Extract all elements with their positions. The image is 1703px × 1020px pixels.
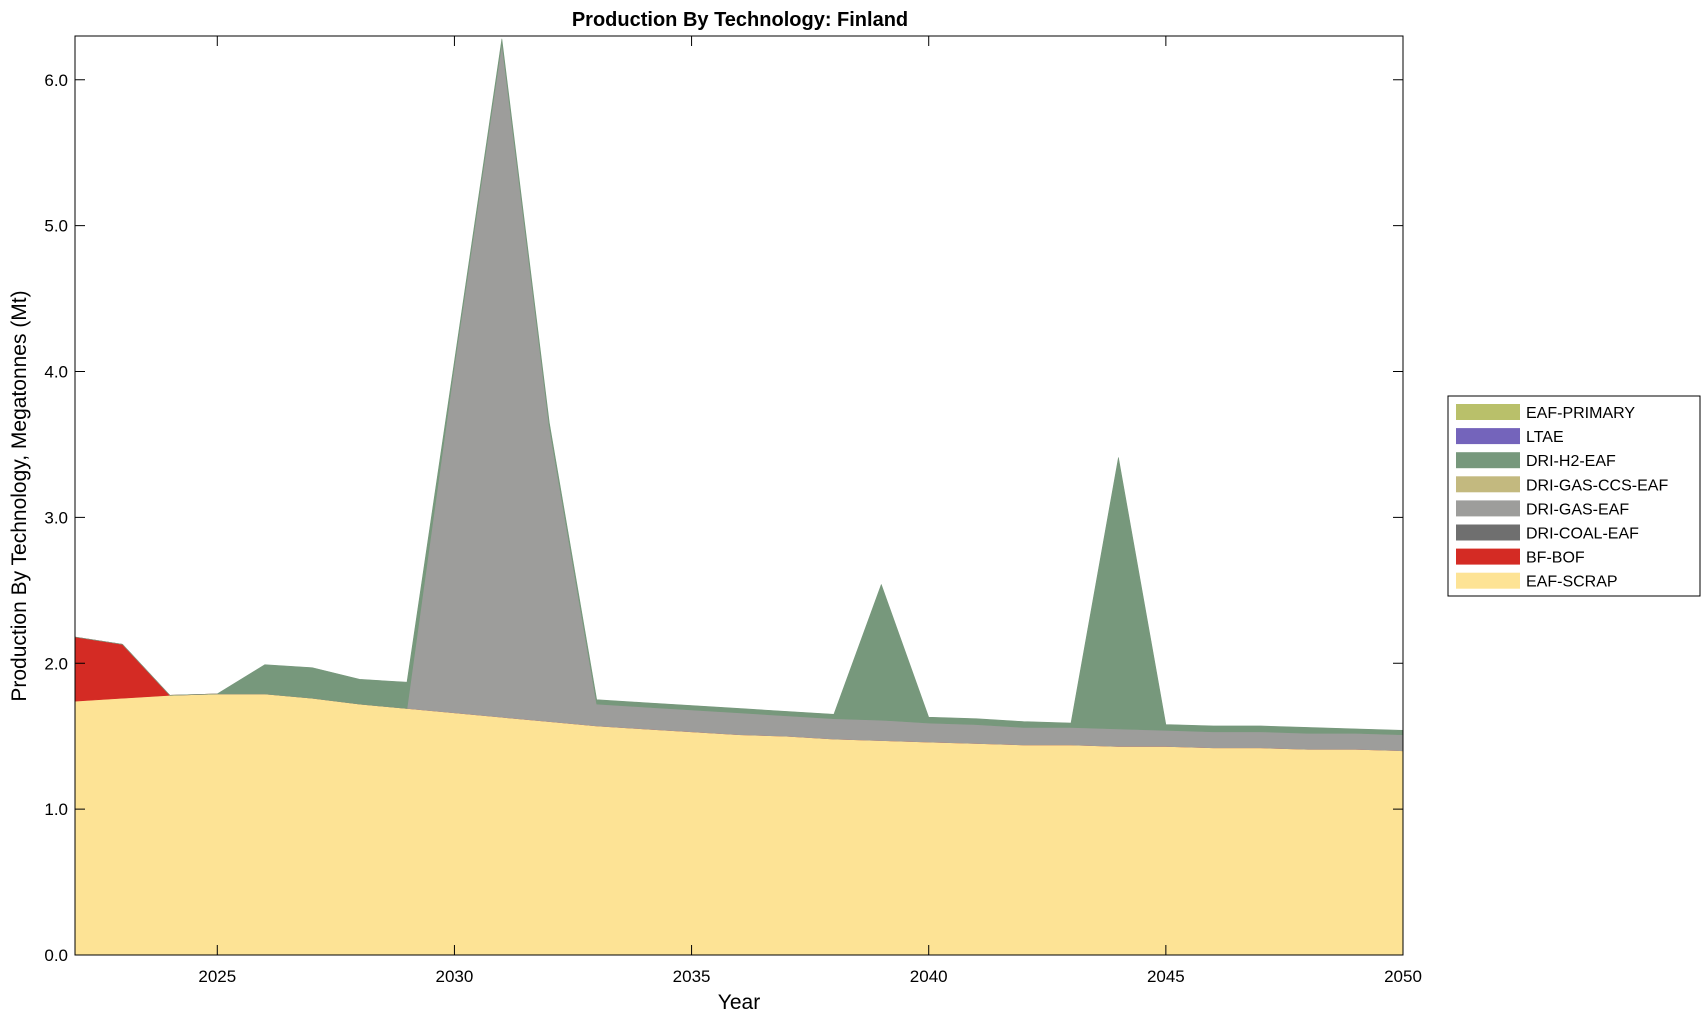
legend-swatch-dri-gas-eaf bbox=[1456, 500, 1520, 517]
y-tick-label: 3.0 bbox=[44, 508, 68, 527]
axis-ticks-group: 2025 2030 2035 2040 2045 2050 0.0 1.0 2.0 3.0 4.0 5… bbox=[44, 36, 1422, 986]
y-tick-label: 6.0 bbox=[44, 71, 68, 90]
legend-swatch-ltae bbox=[1456, 428, 1520, 445]
legend: EAF-PRIMARY LTAE DRI-H2-EAF DRI-GAS-CCS-EAF… bbox=[1447, 395, 1701, 597]
legend-swatch-eaf-primary bbox=[1456, 404, 1520, 420]
legend-label-eaf-scrap: EAF-SCRAP bbox=[1526, 574, 1618, 591]
x-tick-label: 2045 bbox=[1147, 967, 1185, 986]
legend-label-ltae: LTAE bbox=[1526, 429, 1564, 446]
y-tick-label: 4.0 bbox=[44, 363, 68, 382]
legend-swatch-dri-coal-eaf bbox=[1456, 524, 1520, 541]
x-tick-label: 2035 bbox=[673, 967, 711, 986]
area-series-group bbox=[74, 38, 1404, 956]
area-dri-h2-eaf bbox=[74, 38, 1404, 736]
y-tick-label: 0.0 bbox=[44, 946, 68, 965]
legend-swatch-dri-gas-ccs-eaf bbox=[1456, 476, 1520, 493]
y-tick-label: 2.0 bbox=[44, 654, 68, 673]
legend-swatch-eaf-scrap bbox=[1456, 572, 1520, 589]
legend-label-dri-h2-eaf: DRI-H2-EAF bbox=[1526, 453, 1616, 470]
chart-title: Production By Technology: Finland bbox=[572, 9, 908, 31]
x-tick-label: 2040 bbox=[910, 967, 948, 986]
plot-frame bbox=[74, 35, 1404, 956]
y-tick-label: 5.0 bbox=[44, 217, 68, 236]
area-dri-gas-eaf bbox=[74, 42, 1404, 752]
x-tick-label: 2050 bbox=[1384, 967, 1422, 986]
legend-label-bf-bof: BF-BOF bbox=[1526, 550, 1585, 567]
legend-swatch-dri-h2-eaf bbox=[1456, 452, 1520, 469]
legend-label-dri-gas-eaf: DRI-GAS-EAF bbox=[1526, 501, 1629, 518]
x-axis-label: Year bbox=[718, 991, 760, 1014]
legend-label-dri-coal-eaf: DRI-COAL-EAF bbox=[1526, 526, 1639, 543]
y-tick-label: 1.0 bbox=[44, 800, 68, 819]
legend-label-dri-gas-ccs-eaf: DRI-GAS-CCS-EAF bbox=[1526, 477, 1668, 494]
legend-label-eaf-primary: EAF-PRIMARY bbox=[1526, 405, 1635, 422]
x-tick-label: 2025 bbox=[198, 967, 236, 986]
x-tick-label: 2030 bbox=[436, 967, 474, 986]
y-axis-label: Production By Technology, Megatonnes (Mt… bbox=[8, 290, 31, 701]
legend-swatch-bf-bof bbox=[1456, 548, 1520, 565]
